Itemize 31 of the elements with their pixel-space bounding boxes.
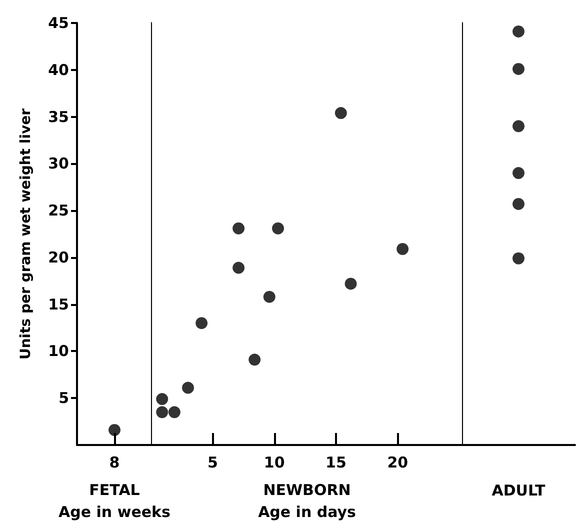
x-tick-label: 8 (109, 454, 120, 472)
point (196, 317, 208, 330)
point (396, 243, 409, 255)
y-tick-label: 30 (48, 154, 69, 173)
point (168, 406, 180, 418)
x-axis-title: FETAL Age in weeks (58, 481, 171, 521)
y-tick-label: 25 (48, 202, 69, 220)
y-tick-label: 40 (48, 60, 69, 79)
y-tick-label: 10 (48, 342, 69, 360)
point (334, 107, 347, 120)
x-tick-label: 5 (207, 454, 218, 472)
point (182, 382, 194, 394)
x-tick-label: 10 (264, 454, 285, 472)
point (156, 406, 168, 418)
y-tick-label: 5 (58, 389, 69, 408)
point (248, 354, 261, 366)
point (232, 262, 245, 274)
x-tick-label: 20 (387, 454, 408, 472)
y-tick-label: 15 (48, 295, 69, 314)
point (232, 222, 245, 234)
y-axis-title: Units per gram wet weight liver (18, 108, 34, 360)
y-tick-label: 45 (48, 14, 69, 32)
point (272, 222, 284, 234)
x-axis-title: NEWBORN Age in days (258, 481, 356, 521)
point (263, 290, 276, 303)
point (344, 278, 357, 290)
x-tick-label: ADULT (492, 482, 546, 500)
x-tick-label: 15 (326, 454, 346, 472)
y-tick-label: 35 (48, 108, 69, 126)
point (156, 393, 168, 406)
y-tick-label: 20 (48, 248, 69, 266)
